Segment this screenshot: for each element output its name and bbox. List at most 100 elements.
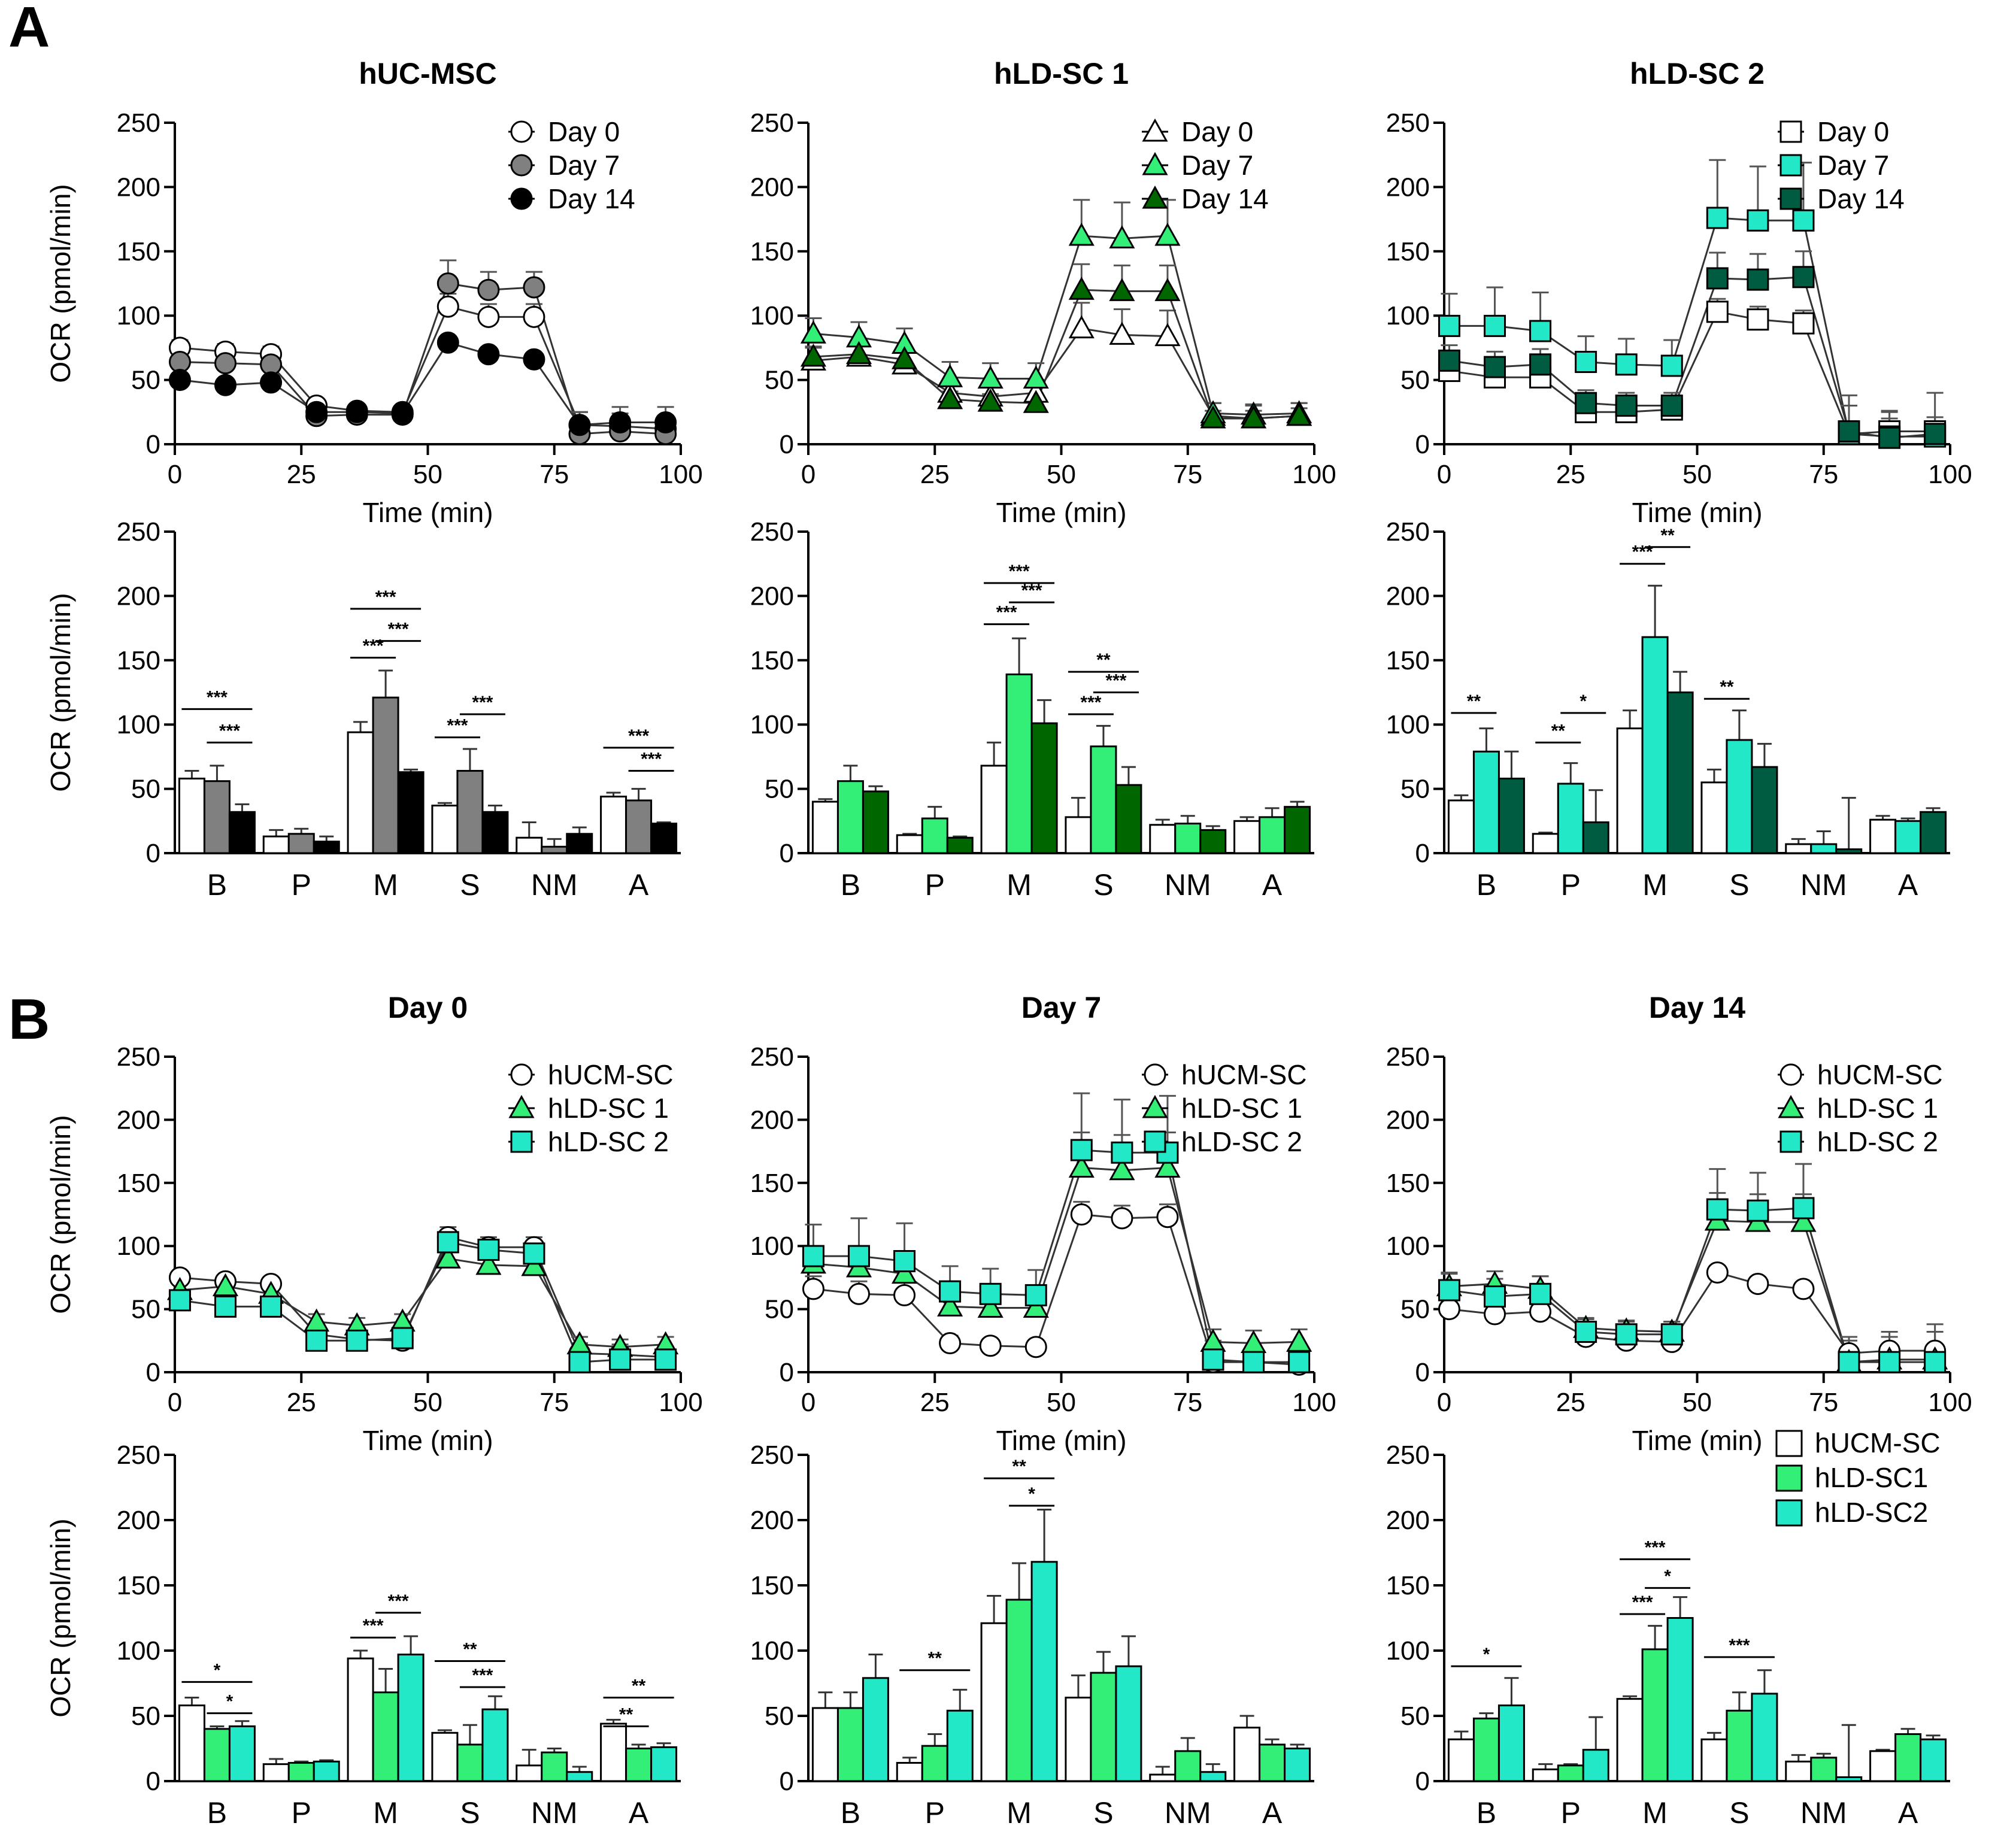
legend-label: Day 0 <box>1181 116 1253 147</box>
data-point <box>654 411 677 433</box>
data-point <box>1660 395 1683 417</box>
y-tick-label: 0 <box>146 1358 160 1387</box>
significance-label: * <box>1664 1566 1671 1586</box>
series-line <box>1449 1220 1935 1363</box>
significance-label: ** <box>1012 1457 1026 1476</box>
significance-label: * <box>1580 691 1587 711</box>
data-point <box>893 1284 916 1306</box>
bar <box>1666 691 1694 854</box>
category-label: NM <box>1800 1796 1847 1830</box>
data-point <box>1154 323 1181 347</box>
significance-label: ** <box>928 1649 942 1669</box>
chart-title: Day 7 <box>1021 991 1101 1024</box>
bar <box>262 1763 290 1782</box>
y-tick-label: 200 <box>117 1105 160 1135</box>
legend-swatch <box>1775 1499 1803 1527</box>
data-point <box>1706 301 1729 323</box>
y-tick-label: 200 <box>1386 172 1430 202</box>
bar <box>1065 816 1092 854</box>
data-point <box>893 1249 916 1272</box>
bar <box>811 1707 839 1782</box>
bar <box>1199 1771 1227 1782</box>
bar <box>1199 829 1227 854</box>
category-label: M <box>1007 1796 1032 1830</box>
data-point <box>1706 1261 1729 1284</box>
data-point <box>845 341 872 365</box>
data-point <box>1484 1285 1506 1308</box>
series-line <box>1449 311 1935 435</box>
bar <box>862 1677 889 1782</box>
bar <box>456 1743 484 1782</box>
y-tick-label: 50 <box>765 775 794 804</box>
bar <box>1284 1748 1311 1782</box>
bar <box>397 1654 425 1782</box>
legend-label: hUCM-SC <box>548 1059 674 1090</box>
y-tick-label: 100 <box>750 301 794 330</box>
bar <box>481 1708 509 1782</box>
bar <box>178 1704 205 1782</box>
data-point <box>891 346 918 369</box>
data-point <box>1792 209 1815 232</box>
x-tick-label: 0 <box>1437 460 1451 489</box>
significance-label: ** <box>1660 526 1675 545</box>
category-label: P <box>925 1796 945 1830</box>
significance-label: * <box>1028 1484 1035 1504</box>
panel-letter-a: A <box>8 0 50 59</box>
bar <box>262 835 290 854</box>
bar <box>1005 673 1033 854</box>
x-tick-label: 0 <box>168 1388 182 1417</box>
legend-marker <box>510 120 533 143</box>
x-axis-label: Time (min) <box>362 1425 493 1456</box>
legend-label: hLD-SC 1 <box>1817 1093 1938 1124</box>
significance-label: *** <box>1632 542 1653 562</box>
y-tick-label: 250 <box>117 1440 160 1470</box>
y-tick-label: 100 <box>750 710 794 739</box>
data-point <box>1838 1351 1860 1373</box>
x-tick-label: 50 <box>413 1388 442 1417</box>
data-point <box>1111 1207 1133 1230</box>
bar <box>313 1760 340 1782</box>
bar <box>1174 1750 1202 1782</box>
significance-label: ** <box>1720 677 1734 697</box>
category-label: S <box>1093 868 1113 902</box>
legend-marker <box>1779 154 1802 177</box>
category-label: NM <box>531 1796 578 1830</box>
data-point <box>1438 1298 1460 1321</box>
bar <box>1557 1764 1584 1782</box>
category-label: B <box>841 1796 860 1830</box>
data-point <box>1068 315 1095 339</box>
bar <box>1284 806 1311 854</box>
data-point <box>1838 420 1860 443</box>
series-line <box>180 305 666 430</box>
bar <box>1233 1727 1261 1782</box>
legend-label: hUCM-SC <box>1815 1427 1941 1458</box>
x-tick-label: 75 <box>1173 1388 1202 1417</box>
data-point <box>1575 1321 1597 1343</box>
data-point <box>1706 267 1729 290</box>
bar <box>1751 766 1778 854</box>
y-tick-label: 150 <box>1386 237 1430 266</box>
bar <box>1616 1698 1644 1782</box>
y-tick-label: 50 <box>765 366 794 395</box>
data-point <box>436 1231 459 1254</box>
bar <box>600 1722 627 1782</box>
data-point <box>477 278 500 301</box>
y-tick-label: 200 <box>1386 1506 1430 1535</box>
legend-marker <box>510 154 533 177</box>
category-label: P <box>292 1796 311 1830</box>
significance-label: *** <box>1105 671 1126 691</box>
chart-title: hUC-MSC <box>359 57 497 90</box>
x-tick-label: 0 <box>801 1388 816 1417</box>
data-point <box>1747 1199 1769 1222</box>
y-tick-label: 50 <box>131 366 160 395</box>
category-label: B <box>207 1796 227 1830</box>
data-point <box>1286 402 1312 426</box>
significance-label: *** <box>1729 1636 1750 1655</box>
x-tick-label: 75 <box>1809 1388 1838 1417</box>
category-label: B <box>1477 868 1496 902</box>
y-tick-label: 200 <box>1386 1105 1430 1135</box>
data-point <box>568 1351 591 1373</box>
legend-label: hLD-SC 2 <box>1181 1126 1302 1157</box>
bar <box>566 833 593 854</box>
chart-title: hLD-SC 1 <box>994 57 1129 90</box>
